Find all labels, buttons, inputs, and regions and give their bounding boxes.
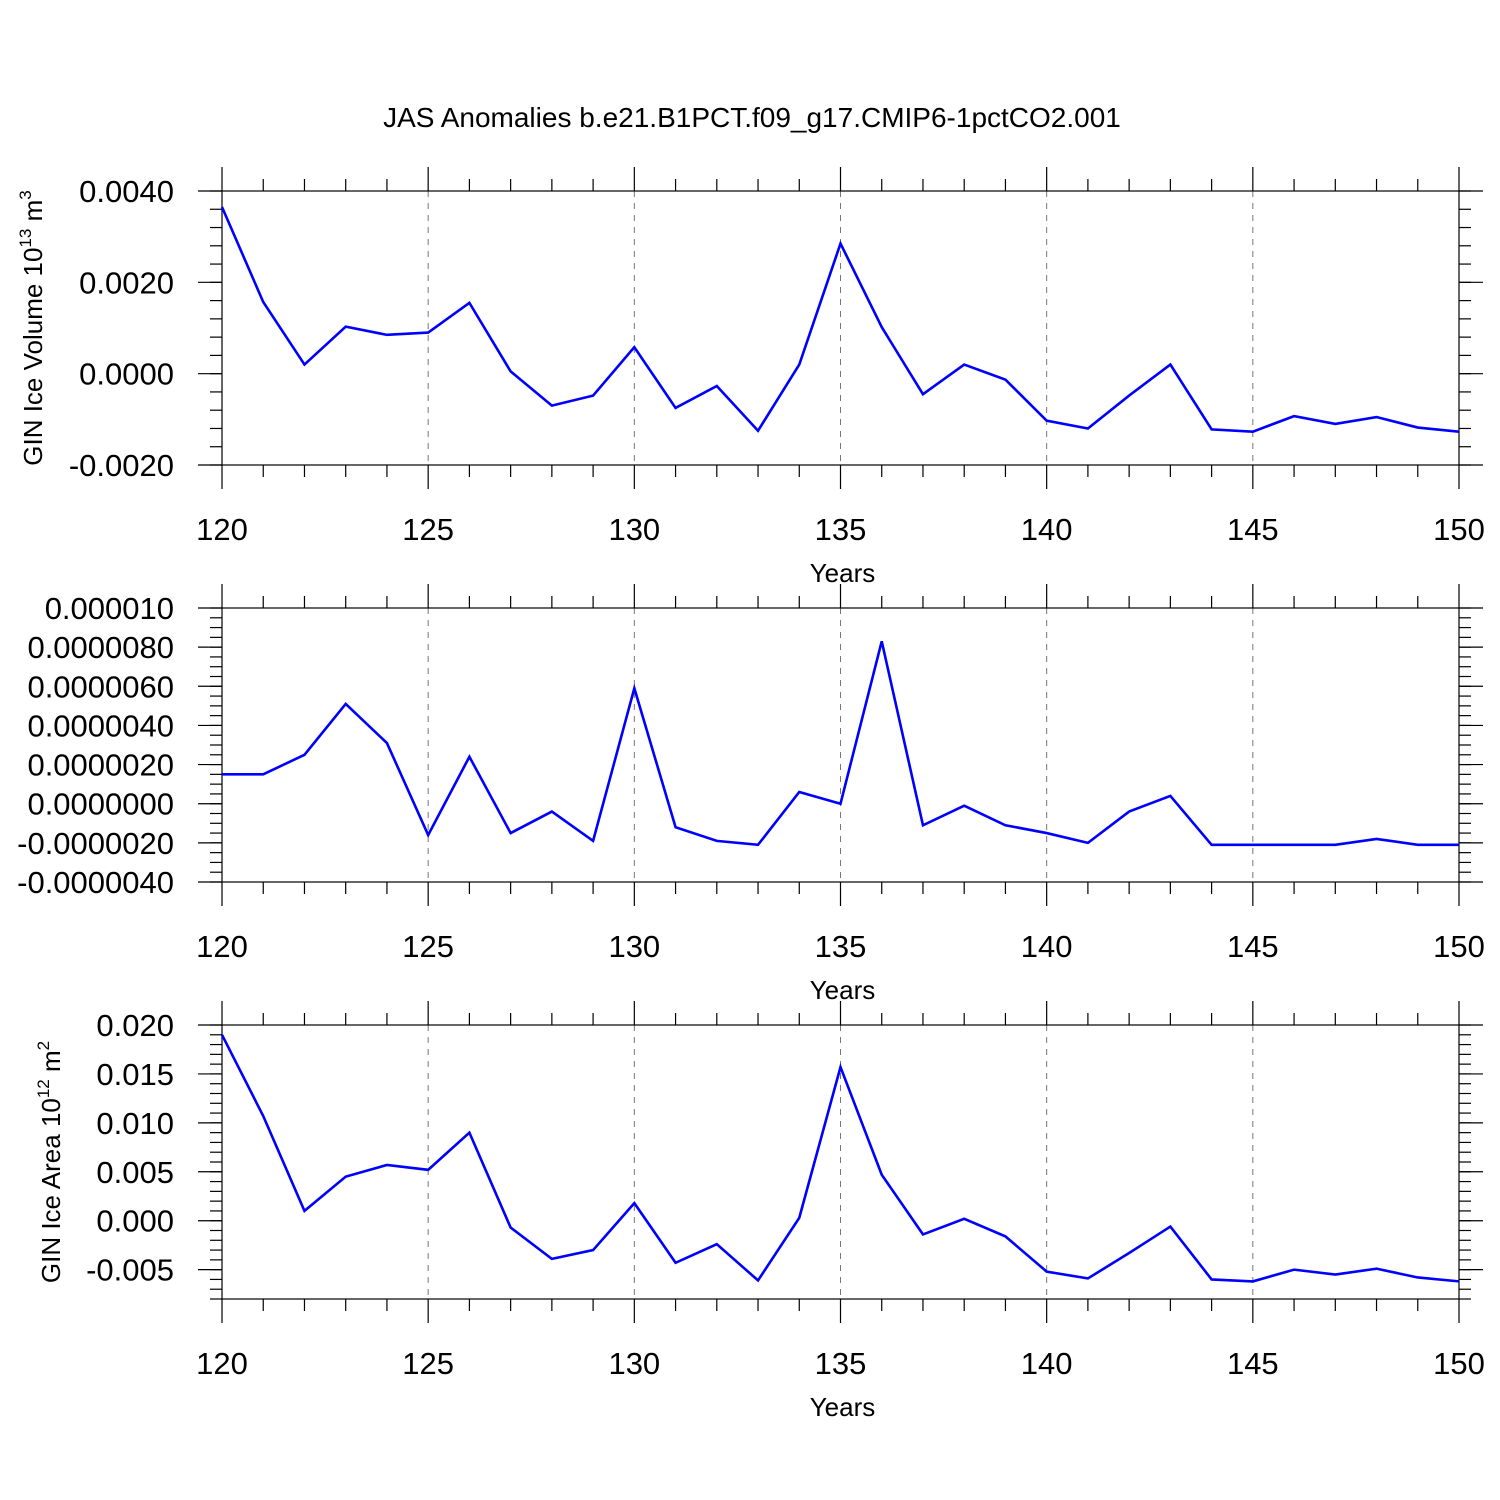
x-tick-label: 140 [1021, 929, 1073, 964]
x-tick-label: 120 [196, 1346, 248, 1381]
y-tick-label: 0.000 [96, 1204, 174, 1239]
panels: -0.0020 0.0000 0.0020 0.0040 120 125 130 135 140… [16, 167, 1485, 1422]
y-tick-label: 0.0000060 [27, 669, 174, 704]
x-tick-label: 135 [815, 512, 867, 547]
chart-panel-1: -0.0020 0.0000 0.0020 0.0040 120 125 130 135 140… [16, 167, 1485, 588]
x-tick-label: 120 [196, 512, 248, 547]
chart-panel-2: -0.0000040 -0.0000020 0.0000000 0.0000020 0.… [17, 584, 1485, 1005]
y-tick-label: 0.015 [96, 1057, 174, 1092]
x-tick-label: 145 [1227, 929, 1279, 964]
y-tick-label: 0.0000040 [27, 708, 174, 743]
y-tick-label: 0.0000000 [27, 787, 174, 822]
x-tick-label: 150 [1433, 1346, 1485, 1381]
x-tick-label: 145 [1227, 512, 1279, 547]
x-tick-label: 140 [1021, 512, 1073, 547]
x-tick-label: 130 [608, 1346, 660, 1381]
y-tick-label: 0.0040 [79, 174, 174, 209]
y-tick-label: -0.0000040 [17, 865, 174, 900]
y-axis-title: GIN Ice Area 1012 m2 [34, 1041, 66, 1283]
y-tick-label: 0.0020 [79, 265, 174, 300]
y-tick-label: 0.005 [96, 1155, 174, 1190]
x-tick-label: 150 [1433, 512, 1485, 547]
x-axis-title: Years [810, 975, 876, 1005]
y-tick-label: 0.020 [96, 1008, 174, 1043]
x-tick-label: 145 [1227, 1346, 1279, 1381]
x-tick-label: 140 [1021, 1346, 1073, 1381]
x-axis-title: Years [810, 558, 876, 588]
x-tick-label: 150 [1433, 929, 1485, 964]
y-tick-label: -0.0020 [69, 448, 174, 483]
x-axis-title: Years [810, 1392, 876, 1422]
x-tick-label: 130 [608, 512, 660, 547]
figure-title: JAS Anomalies b.e21.B1PCT.f09_g17.CMIP6-… [383, 102, 1121, 133]
y-tick-label: 0.0000 [79, 357, 174, 392]
x-tick-label: 125 [402, 929, 454, 964]
y-tick-label: 0.010 [96, 1106, 174, 1141]
x-tick-label: 125 [402, 1346, 454, 1381]
y-tick-label: 0.0000080 [27, 630, 174, 665]
y-tick-label: 0.000010 [45, 591, 174, 626]
x-tick-label: 120 [196, 929, 248, 964]
y-tick-label: 0.0000020 [27, 748, 174, 783]
x-tick-label: 135 [815, 1346, 867, 1381]
y-tick-label: -0.005 [86, 1253, 174, 1288]
x-tick-label: 125 [402, 512, 454, 547]
y-axis-title: GIN Ice Volume 1013 m3 [16, 190, 48, 466]
x-tick-label: 130 [608, 929, 660, 964]
y-tick-label: -0.0000020 [17, 826, 174, 861]
chart-panel-3: -0.005 0.000 0.005 0.010 0.015 0.020 120 125 130… [34, 1001, 1485, 1422]
x-tick-label: 135 [815, 929, 867, 964]
